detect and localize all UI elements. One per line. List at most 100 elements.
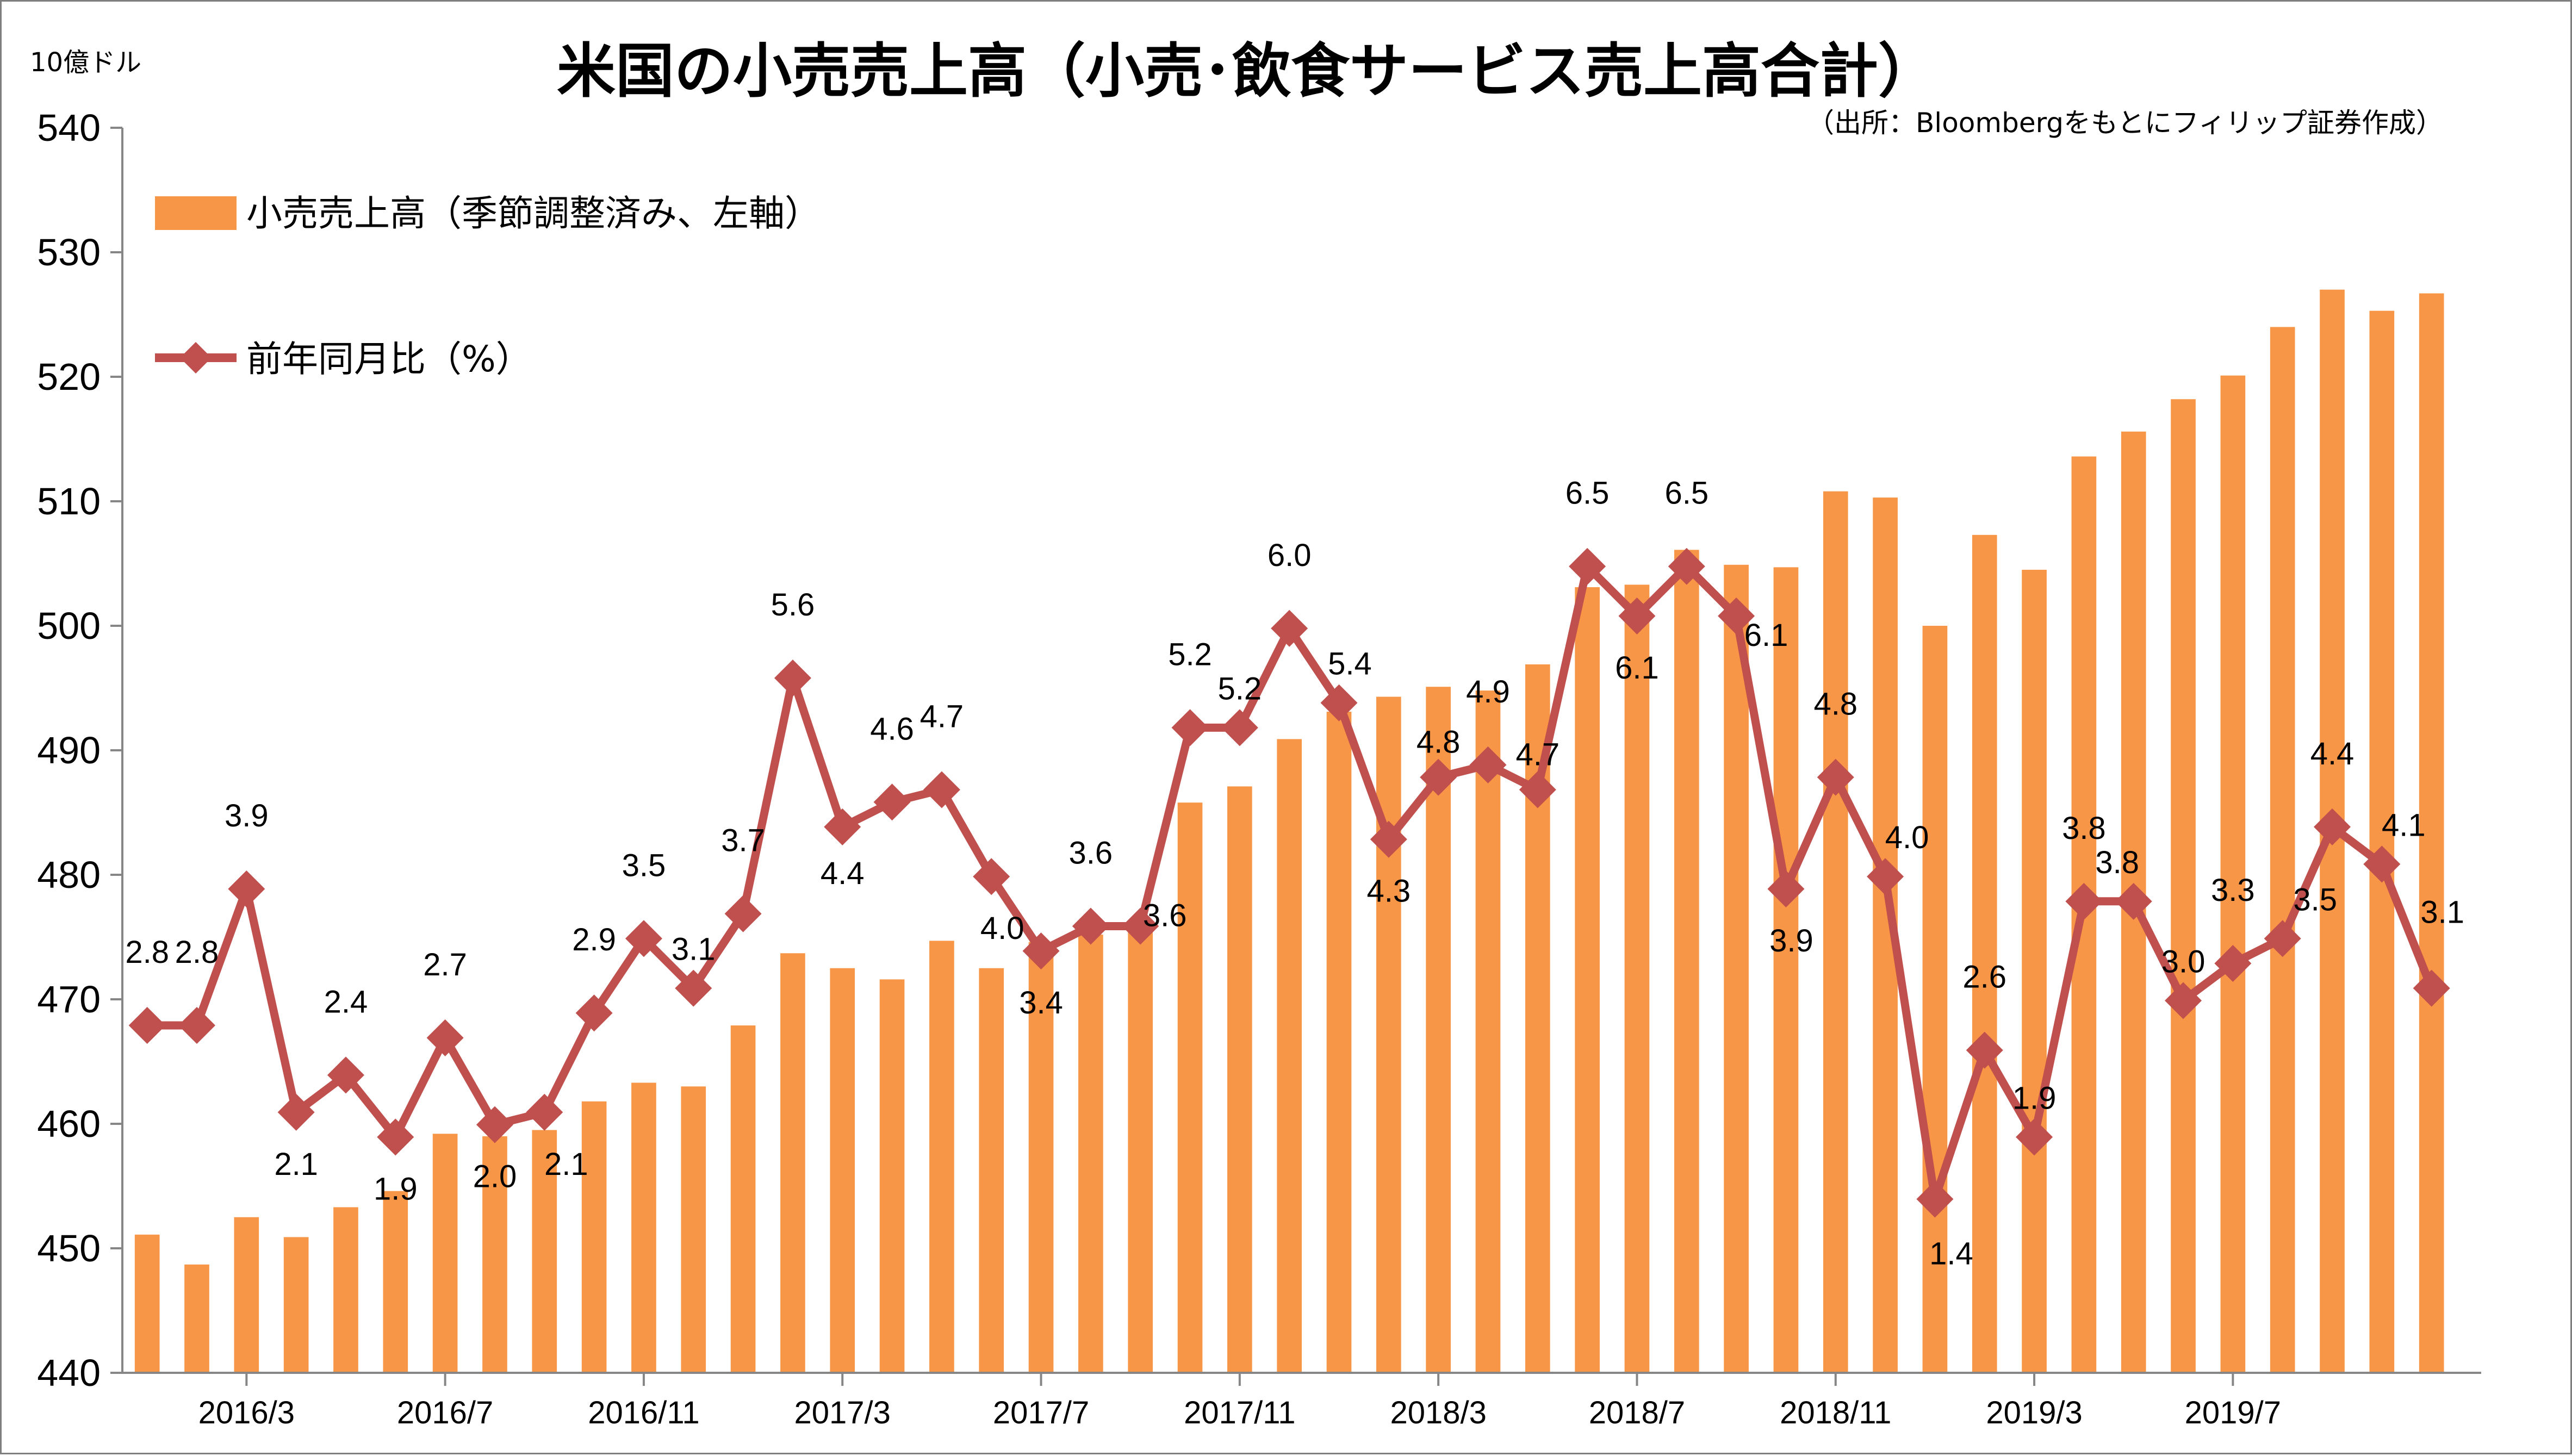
yoy-data-label-3: 2.1 xyxy=(274,1147,318,1182)
bar-29 xyxy=(1575,587,1600,1373)
bar-37 xyxy=(1972,534,1997,1373)
yoy-marker-25 xyxy=(1370,820,1407,858)
yoy-marker-20 xyxy=(1122,907,1159,945)
yoy-marker-13 xyxy=(774,659,811,697)
yoy-marker-10 xyxy=(625,920,662,957)
yoy-data-label-43: 3.5 xyxy=(2293,882,2337,917)
yoy-data-label-23: 6.0 xyxy=(1268,538,1312,573)
y-tick-label-8: 520 xyxy=(37,356,101,398)
yoy-marker-16 xyxy=(923,771,960,808)
yoy-data-label-40: 3.8 xyxy=(2095,845,2139,880)
bar-33 xyxy=(1773,567,1799,1373)
yoy-data-label-24: 5.4 xyxy=(1328,646,1372,682)
axes: 440 450 460 470 480 490 500 510 520 530 540 2016/3 2… xyxy=(37,107,2481,1430)
legend-line-marker xyxy=(180,342,212,374)
bar-17 xyxy=(979,968,1004,1373)
x-tick-label-6: 2018/3 xyxy=(1390,1395,1486,1430)
yoy-marker-5 xyxy=(377,1118,414,1156)
yoy-data-label-17: 4.0 xyxy=(980,911,1024,946)
line-series xyxy=(128,547,2450,1218)
yoy-data-label-45: 4.1 xyxy=(2382,807,2426,843)
x-tick-label-2: 2016/11 xyxy=(588,1395,699,1430)
yoy-data-label-42: 3.3 xyxy=(2211,873,2255,908)
yoy-marker-18 xyxy=(1022,932,1060,970)
yoy-data-label-14: 4.4 xyxy=(821,856,865,891)
bar-21 xyxy=(1177,802,1203,1373)
yoy-marker-44 xyxy=(2314,808,2351,845)
bar-45 xyxy=(2369,310,2395,1373)
yoy-marker-41 xyxy=(2165,982,2202,1019)
yoy-marker-33 xyxy=(1767,870,1805,908)
y-tick-label-7: 510 xyxy=(37,480,101,522)
bar-16 xyxy=(929,941,954,1373)
yoy-data-label-28: 4.7 xyxy=(1515,737,1560,772)
legend-bar-swatch xyxy=(155,196,237,230)
yoy-data-label-22: 5.2 xyxy=(1218,671,1262,706)
legend: 小売売上高（季節調整済み、左軸） 前年同月比（%） xyxy=(155,192,821,380)
bar-30 xyxy=(1624,584,1650,1373)
yoy-data-label-11: 3.1 xyxy=(672,932,716,967)
yoy-data-label-0: 2.8 xyxy=(125,935,169,970)
bar-22 xyxy=(1227,786,1252,1373)
yoy-marker-21 xyxy=(1171,709,1209,746)
yoy-marker-1 xyxy=(178,1007,215,1044)
yoy-marker-8 xyxy=(526,1093,563,1131)
yoy-data-label-44: 4.4 xyxy=(2310,736,2354,771)
bar-15 xyxy=(879,979,905,1373)
bar-25 xyxy=(1376,696,1401,1373)
yoy-marker-30 xyxy=(1618,597,1656,634)
y-tick-label-9: 530 xyxy=(37,231,101,273)
yoy-data-label-1: 2.8 xyxy=(175,935,219,970)
yoy-marker-32 xyxy=(1718,597,1755,634)
yoy-data-label-27: 4.9 xyxy=(1466,674,1510,710)
yoy-marker-19 xyxy=(1072,907,1109,945)
yoy-marker-45 xyxy=(2363,845,2401,883)
y-tick-label-2: 460 xyxy=(37,1103,101,1145)
yoy-marker-39 xyxy=(2065,882,2103,920)
bar-0 xyxy=(134,1234,160,1373)
yoy-data-label-9: 2.9 xyxy=(572,922,616,957)
yoy-data-label-30: 6.1 xyxy=(1615,650,1659,686)
yoy-data-label-26: 4.8 xyxy=(1417,725,1461,760)
x-tick-label-7: 2018/7 xyxy=(1589,1395,1685,1430)
yoy-marker-42 xyxy=(2214,944,2252,982)
yoy-data-label-25: 4.3 xyxy=(1367,874,1411,909)
bar-18 xyxy=(1028,942,1054,1373)
x-tick-label-8: 2018/11 xyxy=(1780,1395,1891,1430)
yoy-marker-6 xyxy=(426,1019,464,1056)
yoy-data-label-20: 3.6 xyxy=(1143,898,1187,933)
bar-7 xyxy=(482,1136,507,1373)
bar-14 xyxy=(830,968,855,1373)
yoy-data-label-35: 4.0 xyxy=(1885,820,1929,855)
yoy-data-label-18: 3.4 xyxy=(1019,985,1063,1021)
yoy-marker-2 xyxy=(228,870,265,908)
yoy-data-label-8: 2.1 xyxy=(544,1147,588,1182)
y-tick-label-6: 500 xyxy=(37,605,101,647)
data-labels: 2.8 2.8 3.9 2.1 2.4 1.9 2.7 2.0 2.1 2.9 3.5 3.1 3.7 5… xyxy=(125,476,2464,1272)
yoy-data-label-31: 6.5 xyxy=(1664,476,1709,511)
yoy-data-label-34: 4.8 xyxy=(1813,687,1857,722)
bar-36 xyxy=(1922,626,1948,1373)
bar-13 xyxy=(780,953,805,1373)
yoy-data-label-4: 2.4 xyxy=(324,984,368,1019)
bar-20 xyxy=(1128,923,1153,1373)
legend-line-label: 前年同月比（%） xyxy=(246,338,532,380)
yoy-data-label-6: 2.7 xyxy=(423,947,467,982)
yoy-marker-3 xyxy=(277,1093,315,1131)
x-tick-label-1: 2016/7 xyxy=(397,1395,493,1430)
legend-bar-label: 小売売上高（季節調整済み、左軸） xyxy=(246,192,821,234)
bar-27 xyxy=(1475,690,1501,1373)
bar-19 xyxy=(1078,934,1103,1373)
x-tick-label-0: 2016/3 xyxy=(198,1395,295,1430)
yoy-data-label-5: 1.9 xyxy=(374,1171,418,1206)
bar-4 xyxy=(333,1207,358,1373)
yoy-marker-15 xyxy=(873,783,911,821)
yoy-marker-38 xyxy=(2016,1118,2053,1156)
bar-10 xyxy=(631,1082,656,1373)
bar-38 xyxy=(2022,569,2047,1373)
yoy-marker-46 xyxy=(2413,969,2450,1007)
bar-2 xyxy=(234,1217,259,1373)
bar-series xyxy=(134,289,2444,1373)
bar-31 xyxy=(1674,550,1699,1373)
